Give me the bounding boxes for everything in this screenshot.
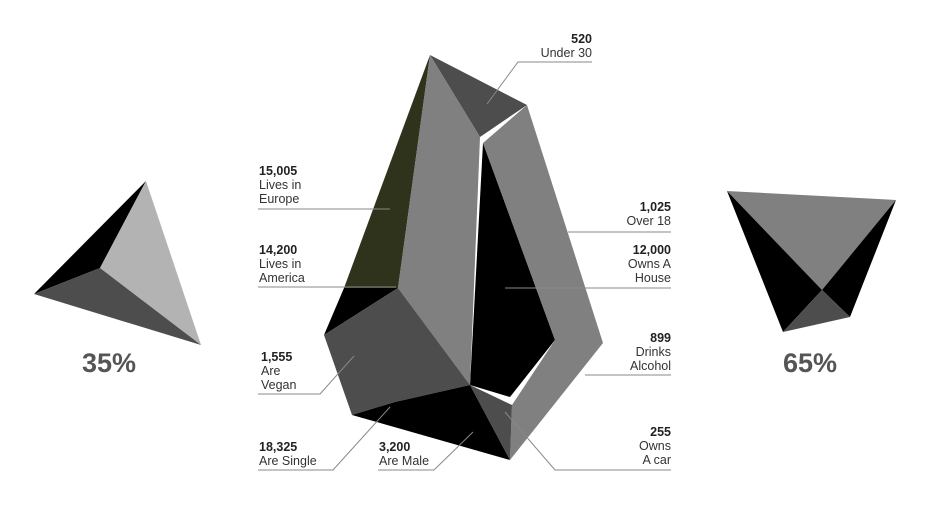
crystal-face-top-dark <box>430 55 527 137</box>
label-male: 3,200 Are Male <box>379 440 469 468</box>
left-tetra-face-light <box>100 181 201 345</box>
leader-under-30 <box>486 61 592 105</box>
leader-single <box>258 406 391 471</box>
leader-lines <box>258 61 671 471</box>
label-lives-america: 14,200 Lives in America <box>259 243 369 285</box>
left-percentage: 35% <box>82 348 137 378</box>
label-lives-europe-line1: Lives in <box>259 178 302 192</box>
label-over-18: 1,025 Over 18 <box>571 200 671 228</box>
label-car-line2: A car <box>642 453 672 467</box>
leader-car <box>504 411 671 471</box>
label-male-value: 3,200 <box>379 440 411 454</box>
label-vegan-value: 1,555 <box>261 350 293 364</box>
crystal-face-bottom-right <box>470 385 512 460</box>
label-single-value: 18,325 <box>259 440 298 454</box>
right-tetra-face-right <box>822 200 896 317</box>
central-crystal <box>324 55 603 460</box>
label-owns-house: 12,000 Owns A House <box>571 243 671 285</box>
label-lives-europe-value: 15,005 <box>259 164 298 178</box>
right-tetra-face-top <box>727 191 896 290</box>
label-lives-europe-line2: Europe <box>259 192 300 206</box>
left-tetra-face-black <box>34 181 146 294</box>
crystal-face-left-big <box>398 55 480 385</box>
label-vegan: 1,555 Are Vegan <box>261 350 361 392</box>
label-alcohol-value: 899 <box>650 331 671 345</box>
label-lives-america-line1: Lives in <box>259 257 302 271</box>
label-owns-house-value: 12,000 <box>632 243 671 257</box>
label-male-text: Are Male <box>379 454 430 468</box>
label-lives-europe: 15,005 Lives in Europe <box>259 164 369 206</box>
left-tetra-face-dark <box>34 268 201 345</box>
crystal-face-olive <box>344 55 430 288</box>
label-lives-america-line2: America <box>259 271 305 285</box>
label-alcohol-line1: Drinks <box>635 345 671 359</box>
label-lives-america-value: 14,200 <box>259 243 298 257</box>
right-tetrahedron <box>727 191 896 332</box>
crystal-face-bottom-black <box>352 385 510 460</box>
label-under-30: 520 Under 30 <box>492 32 592 60</box>
label-over-18-text: Over 18 <box>626 214 671 228</box>
label-car: 255 Owns A car <box>571 425 671 467</box>
crystal-face-inner-black <box>470 143 555 397</box>
label-car-line1: Owns <box>639 439 671 453</box>
label-owns-house-line2: House <box>634 271 671 285</box>
label-under-30-value: 520 <box>571 32 592 46</box>
label-alcohol: 899 Drinks Alcohol <box>571 331 671 373</box>
crystal-face-bottom-left <box>324 288 470 415</box>
crystal-face-right-gray <box>483 105 603 460</box>
right-tetra-face-left <box>727 191 822 332</box>
leader-male <box>378 431 474 471</box>
leader-vegan <box>258 355 355 395</box>
label-vegan-line2: Vegan <box>261 378 297 392</box>
right-percentage: 65% <box>783 348 838 378</box>
right-tetra-face-bottom <box>783 290 850 332</box>
label-car-value: 255 <box>650 425 671 439</box>
label-under-30-text: Under 30 <box>540 46 592 60</box>
label-owns-house-line1: Owns A <box>627 257 671 271</box>
left-tetrahedron <box>34 181 201 345</box>
label-single: 18,325 Are Single <box>259 440 359 468</box>
label-alcohol-line2: Alcohol <box>630 359 671 373</box>
label-vegan-line1: Are <box>261 364 281 378</box>
label-over-18-value: 1,025 <box>639 200 671 214</box>
label-single-text: Are Single <box>259 454 317 468</box>
